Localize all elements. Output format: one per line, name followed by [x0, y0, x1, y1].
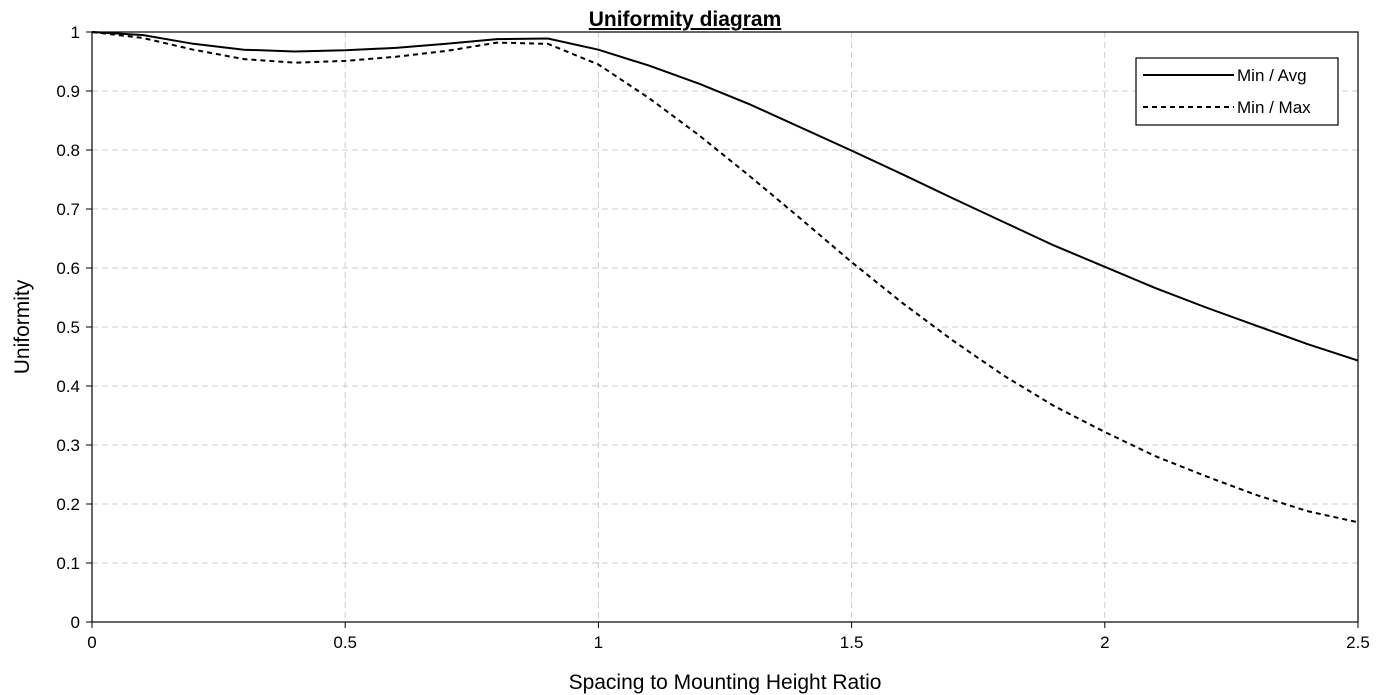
y-tick-label: 0.7 [56, 200, 80, 219]
series-line-min-avg [91, 31, 1359, 362]
series-line-min-max [91, 31, 1359, 524]
y-tick-label: 0.6 [56, 259, 80, 278]
x-axis-ticks: 0 0.5 1 1.5 2 2.5 [87, 622, 1370, 652]
y-tick-label: 0.2 [56, 495, 80, 514]
chart-title: Uniformity diagram [588, 8, 782, 31]
y-tick-label: 0.9 [56, 82, 80, 101]
x-tick-label: 1 [594, 633, 603, 652]
series-lines [91, 31, 1359, 524]
legend-label-min-max: Min / Max [1237, 98, 1311, 117]
y-tick-label: 1 [71, 23, 80, 42]
x-tick-label: 2 [1100, 633, 1109, 652]
y-tick-label: 0.8 [56, 141, 80, 160]
y-tick-label: 0.4 [56, 377, 80, 396]
y-tick-label: 0.1 [56, 554, 80, 573]
legend-label-min-avg: Min / Avg [1237, 66, 1307, 85]
y-tick-label: 0.3 [56, 436, 80, 455]
x-tick-label: 1.5 [840, 633, 864, 652]
x-tick-label: 0.5 [333, 633, 357, 652]
x-tick-label: 0 [87, 633, 96, 652]
y-axis-label: Uniformity [11, 279, 34, 374]
legend-box [1135, 57, 1339, 126]
y-axis-ticks: 0 0.1 0.2 0.3 0.4 0.5 0.6 0.7 0.8 0.9 1 [56, 23, 92, 632]
x-axis-label: Spacing to Mounting Height Ratio [569, 671, 882, 694]
y-tick-label: 0.5 [56, 318, 80, 337]
legend: Min / Avg Min / Max [1135, 57, 1339, 126]
y-tick-label: 0 [71, 613, 80, 632]
x-tick-label: 2.5 [1346, 633, 1370, 652]
